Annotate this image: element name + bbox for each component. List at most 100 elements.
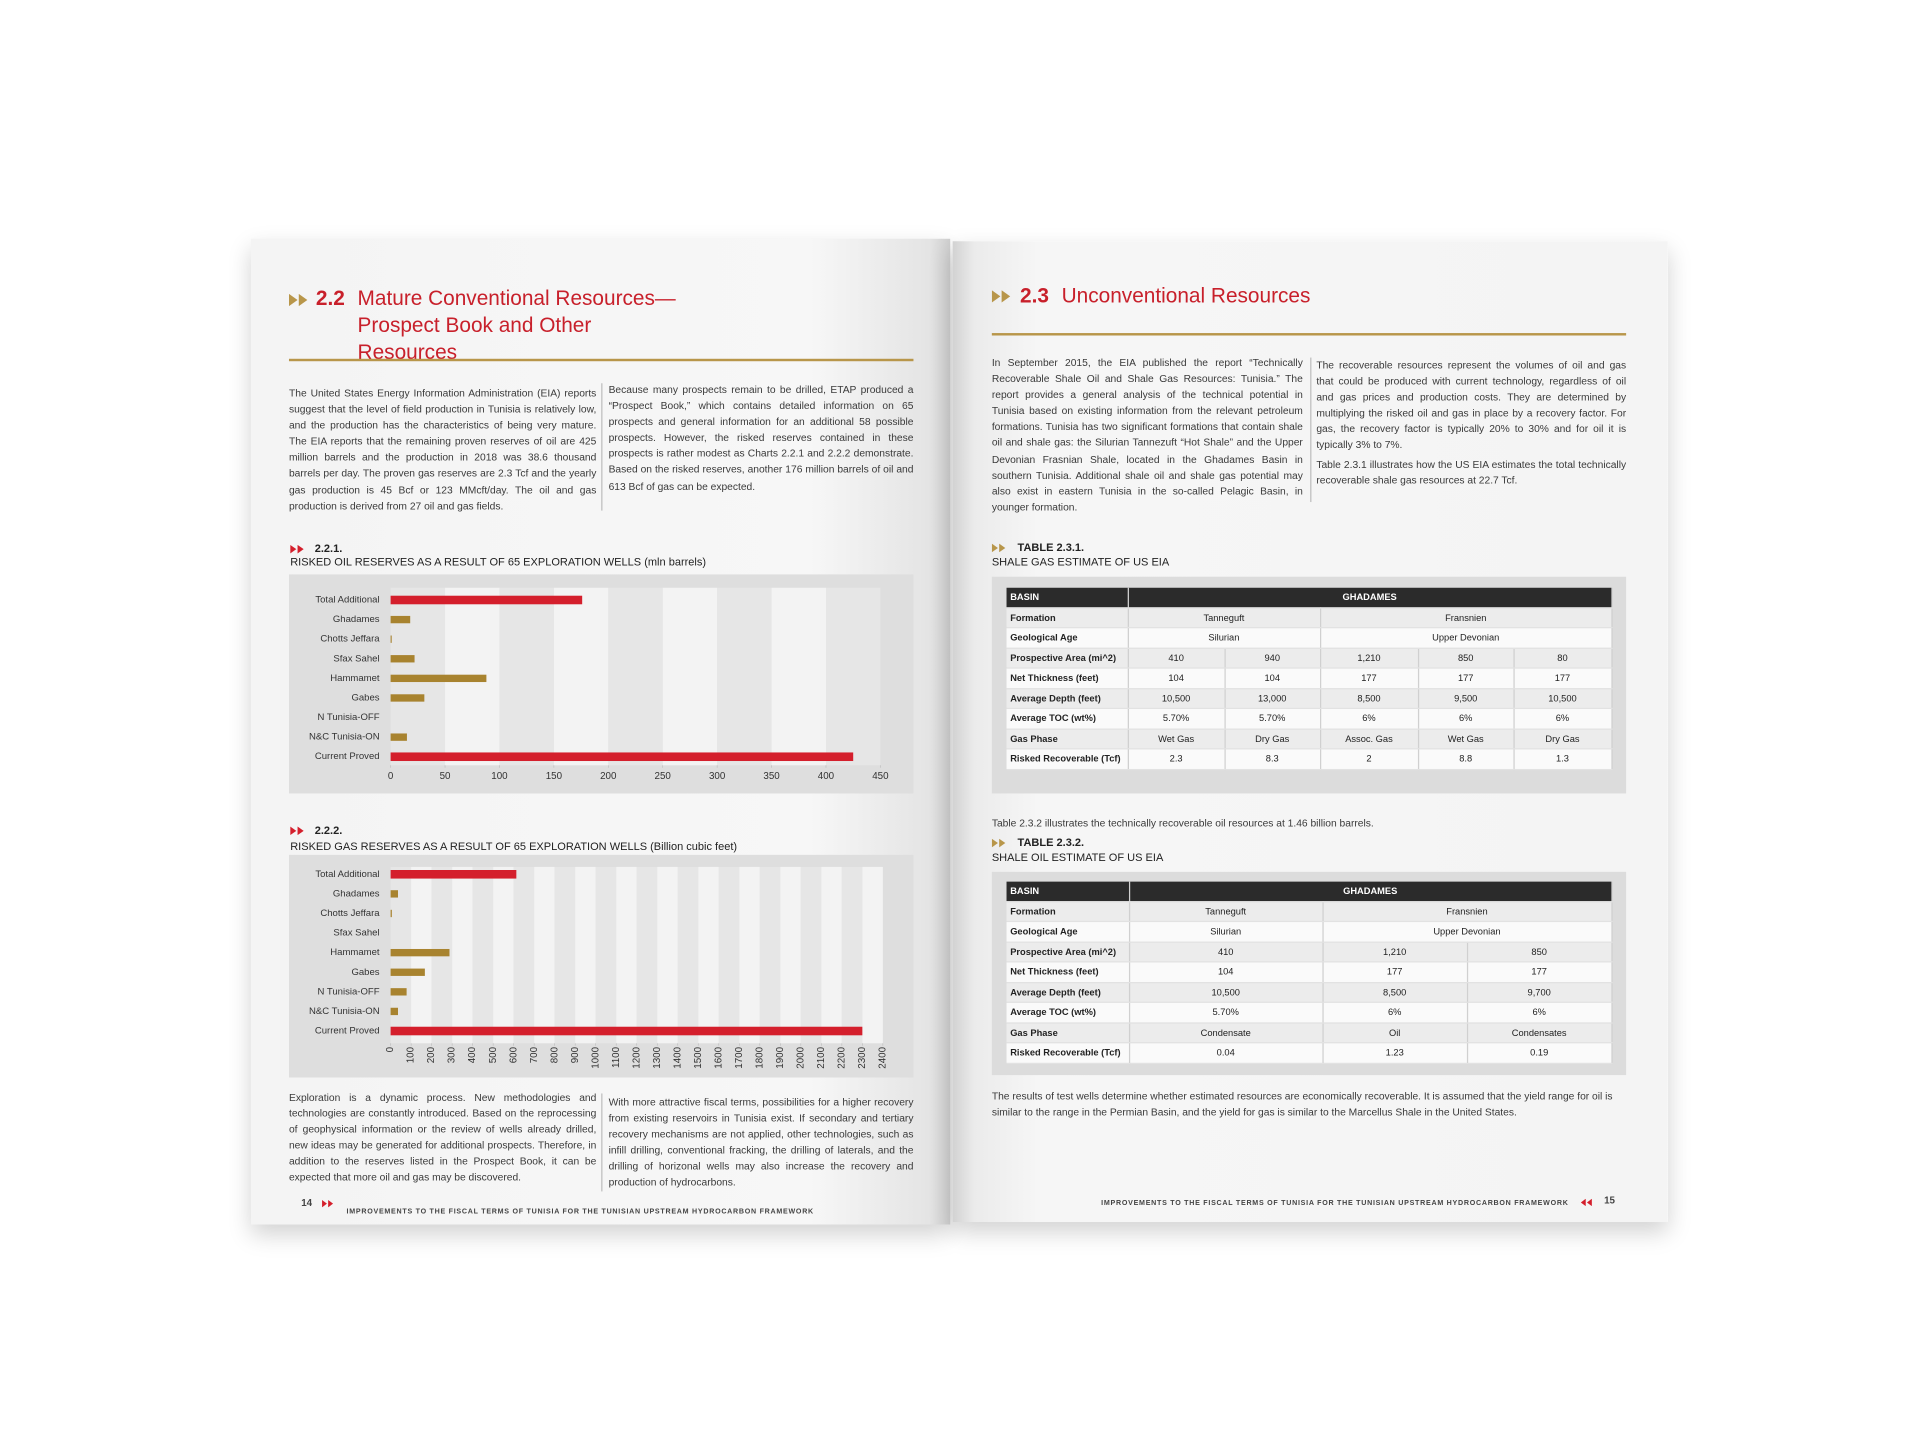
category-label: N&C Tunisia-ON <box>309 732 380 743</box>
table-cell: Dry Gas <box>1513 728 1613 750</box>
table-cell: GHADAMES <box>1127 587 1613 608</box>
category-label: N Tunisia-OFF <box>318 986 380 997</box>
bar <box>390 635 392 643</box>
x-tick-label: 800 <box>549 1046 560 1063</box>
row-label: Geological Age <box>1006 627 1129 649</box>
grid-band <box>717 587 772 766</box>
paragraph: The results of test wells determine whet… <box>991 1089 1613 1119</box>
table-cell: 9,700 <box>1466 982 1613 1003</box>
table-cell: 13,000 <box>1224 688 1321 709</box>
category-label: Sfax Sahel <box>333 928 379 939</box>
table-row: Formation Tanneguft Fransnien <box>1006 607 1613 629</box>
table-cell: 850 <box>1417 647 1515 669</box>
x-tick-label: 2300 <box>857 1046 868 1068</box>
row-label: Net Thickness (feet) <box>1006 961 1130 983</box>
table-cell: 6% <box>1320 708 1419 730</box>
row-label: Formation <box>1006 901 1130 923</box>
x-tick-label: 1400 <box>672 1046 683 1068</box>
x-tick-label: 1300 <box>652 1046 663 1068</box>
grid-band <box>739 866 760 1044</box>
x-tick-label: 700 <box>529 1046 540 1063</box>
row-label: Prospective Area (mi^2) <box>1006 647 1129 669</box>
section-title: Unconventional Resources <box>1061 284 1311 308</box>
arrow-icon <box>991 290 1011 303</box>
divider <box>1310 357 1312 503</box>
paragraph: With more attractive fiscal terms, possi… <box>608 1095 914 1189</box>
table-cell: 10,500 <box>1513 688 1613 709</box>
table-cell: 410 <box>1128 941 1324 963</box>
x-tick-label: 250 <box>655 771 672 782</box>
table: BASIN GHADAMES Formation Tanneguft Fransnien… <box>1006 587 1613 770</box>
table-cell: 8.3 <box>1224 748 1321 770</box>
table-row: Net Thickness (feet) 104 104 177 177 177 <box>1006 667 1613 689</box>
grid-band <box>771 587 826 766</box>
table-cell: 1,210 <box>1322 941 1468 963</box>
table-cell: Assoc. Gas <box>1320 728 1419 750</box>
category-label: Sfax Sahel <box>333 653 379 664</box>
category-label: Hammamet <box>330 947 380 958</box>
category-label: Total Additional <box>315 595 379 606</box>
grid-band <box>575 866 596 1044</box>
table-cell: 1,210 <box>1320 647 1419 669</box>
bar <box>390 1007 398 1016</box>
table-row: Prospective Area (mi^2) 410 940 1,210 850 80 <box>1006 647 1613 669</box>
row-label: Formation <box>1006 607 1129 629</box>
category-label: Chotts Jeffara <box>320 908 380 919</box>
divider <box>601 1093 603 1192</box>
x-tick-label: 1100 <box>611 1046 622 1068</box>
table-number: TABLE 2.3.1. <box>1017 541 1085 554</box>
table-cell: Oil <box>1322 1022 1468 1044</box>
grid-band <box>780 866 801 1044</box>
bar <box>390 1026 863 1036</box>
footer-text: IMPROVEMENTS TO THE FISCAL TERMS OF TUNI… <box>1101 1200 1569 1208</box>
table-row: Risked Recoverable (Tcf) 0.04 1.23 0.19 <box>1006 1042 1613 1064</box>
bar <box>390 752 854 762</box>
table-cell: 1.23 <box>1322 1042 1468 1064</box>
grid-band <box>636 866 658 1044</box>
table-cell: 6% <box>1417 708 1515 730</box>
x-tick-label: 100 <box>491 771 508 782</box>
category-label: Chotts Jeffara <box>320 634 380 645</box>
x-tick-label: 1700 <box>734 1046 745 1068</box>
grid-band <box>534 866 555 1044</box>
x-tick-label: 450 <box>872 771 889 782</box>
table-cell: 410 <box>1127 647 1226 669</box>
page-number: 15 <box>1604 1195 1615 1207</box>
row-label: Risked Recoverable (Tcf) <box>1006 1042 1130 1064</box>
category-label: N Tunisia-OFF <box>318 712 380 723</box>
chart: 0 50 100 150 200 250 300 350 400 450 Total Additio… <box>288 574 914 794</box>
table-cell: Tanneguft <box>1127 607 1321 629</box>
table-cell: 9,500 <box>1417 688 1515 709</box>
x-tick-label: 150 <box>546 771 563 782</box>
x-tick-label: 1500 <box>693 1046 704 1068</box>
table-row: Gas Phase Condensate Oil Condensates <box>1006 1022 1613 1044</box>
table-cell: 104 <box>1224 667 1321 689</box>
arrow-icon <box>1580 1198 1592 1207</box>
bar <box>390 909 392 918</box>
section-number: 2.3 <box>1020 284 1049 308</box>
table-cell: 0.04 <box>1128 1042 1324 1064</box>
row-label: Average TOC (wt%) <box>1006 1002 1130 1024</box>
table-cell: 940 <box>1224 647 1321 669</box>
bar <box>390 674 487 683</box>
bar <box>390 615 411 624</box>
bar <box>390 870 517 879</box>
table-cell: 10,500 <box>1127 688 1226 709</box>
category-label: Gabes <box>351 692 379 703</box>
grid-band <box>472 866 494 1044</box>
table-cell: Tanneguft <box>1128 901 1324 923</box>
table-cell: Condensate <box>1128 1022 1324 1044</box>
table-row: BASIN GHADAMES <box>1006 587 1613 608</box>
paragraph: Table 2.3.1 illustrates how the US EIA e… <box>1316 457 1627 487</box>
grid-band <box>608 587 663 766</box>
table-cell: 10,500 <box>1128 982 1324 1003</box>
paragraph: In September 2015, the EIA published the… <box>991 356 1303 513</box>
grid-band <box>677 866 699 1044</box>
paragraph: Because many prospects remain to be dril… <box>608 383 914 492</box>
grid-band <box>493 866 514 1044</box>
table: BASIN GHADAMES Formation Tanneguft Fransnien… <box>1006 881 1613 1064</box>
chart: 0 100 200 300 400 500 600 700 800 900 1000 1100 1200… <box>288 854 914 1078</box>
table-cell: 8,500 <box>1320 688 1419 709</box>
x-tick-label: 200 <box>426 1046 437 1063</box>
